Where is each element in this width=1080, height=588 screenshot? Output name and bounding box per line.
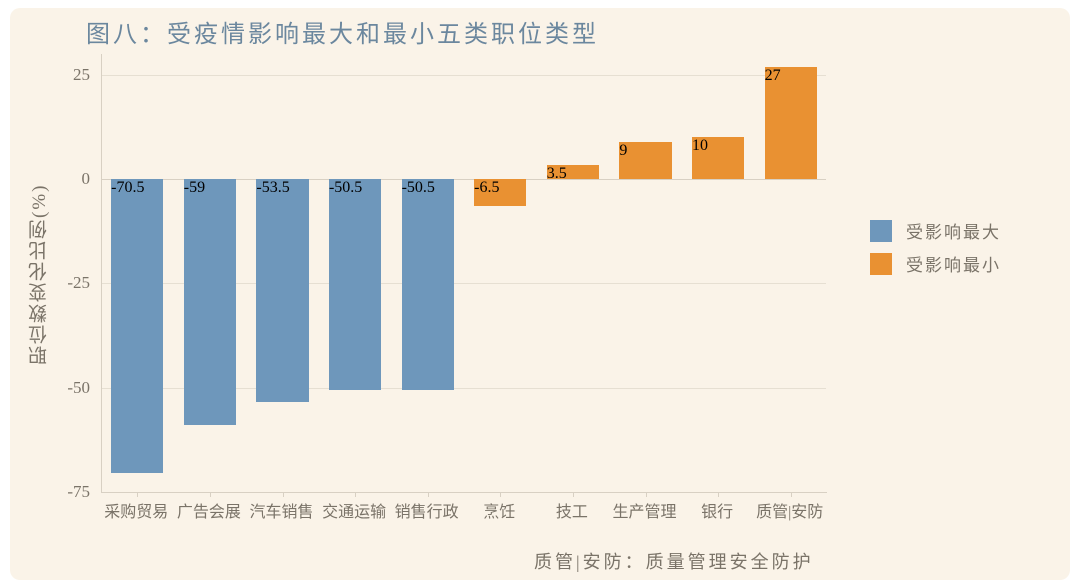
legend-item: 受影响最大 — [870, 218, 1001, 243]
legend-label: 受影响最小 — [906, 251, 1001, 276]
y-tick-label: 0 — [82, 169, 91, 189]
x-tick-label: 销售行政 — [390, 498, 463, 522]
bar: -50.5 — [402, 179, 454, 390]
legend: 受影响最大受影响最小 — [870, 210, 1001, 284]
x-tick-label: 银行 — [681, 498, 754, 522]
y-axis-line — [101, 54, 102, 492]
bar: -50.5 — [329, 179, 381, 390]
y-tick-label: -25 — [67, 273, 90, 293]
plot-area: -70.5 -59 -53.5 -50.5 -50.5 -6.5 3.5 9 10 27 — [100, 54, 826, 492]
y-axis-title: 职位数变化比例(%) — [26, 114, 53, 434]
x-tick-label: 交通运输 — [318, 498, 391, 522]
bar: 27 — [765, 67, 817, 180]
x-tick-label: 汽车销售 — [245, 498, 318, 522]
footnote: 质管|安防：质量管理安全防护 — [534, 548, 814, 574]
chart-title: 图八：受疫情影响最大和最小五类职位类型 — [86, 14, 599, 49]
bar: -59 — [184, 179, 236, 425]
bar: 3.5 — [547, 165, 599, 180]
legend-swatch — [870, 253, 892, 275]
bar: 9 — [619, 142, 671, 180]
y-tick-label: -50 — [67, 378, 90, 398]
bar: -53.5 — [256, 179, 308, 402]
x-tick-label: 采购贸易 — [100, 498, 173, 522]
y-tick-label: -75 — [67, 482, 90, 502]
legend-item: 受影响最小 — [870, 251, 1001, 276]
x-tick-label: 技工 — [536, 498, 609, 522]
x-tick-label: 广告会展 — [173, 498, 246, 522]
legend-label: 受影响最大 — [906, 218, 1001, 243]
bar: 10 — [692, 137, 744, 179]
bar: -6.5 — [474, 179, 526, 206]
x-tick-label: 生产管理 — [608, 498, 681, 522]
legend-swatch — [870, 220, 892, 242]
y-tick-label: 25 — [73, 65, 90, 85]
x-axis-line — [101, 492, 827, 493]
gridline — [101, 75, 826, 76]
x-tick-label: 烹饪 — [463, 498, 536, 522]
bar: -70.5 — [111, 179, 163, 473]
x-tick-label: 质管|安防 — [753, 498, 826, 522]
